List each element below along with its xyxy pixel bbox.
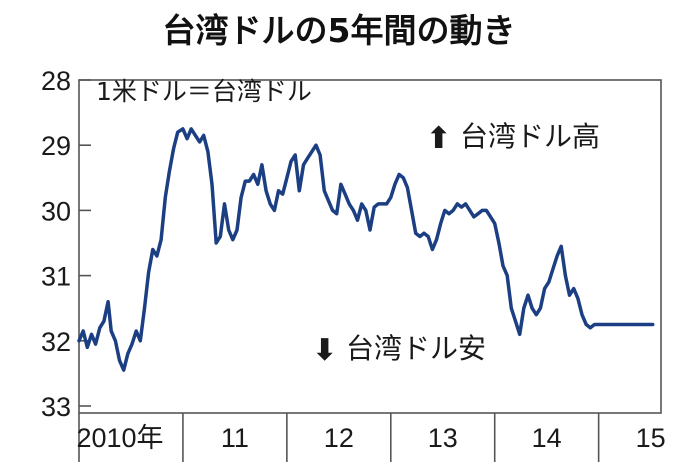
series-line <box>77 127 655 372</box>
x-tick-label: 15 <box>636 423 666 453</box>
y-tick-label: 31 <box>41 262 71 292</box>
x-tick-label: 12 <box>324 423 354 453</box>
x-tick-label: 11 <box>221 423 249 453</box>
y-tick-label: 32 <box>41 327 71 357</box>
y-tick-label: 29 <box>41 131 71 161</box>
x-tick-label: 2010年 <box>76 423 163 453</box>
plot-frame <box>78 79 662 414</box>
arrow-up-icon: ⬆ <box>426 121 451 156</box>
annotation-weak: 台湾ドル安 <box>346 332 486 365</box>
annotation-strong: 台湾ドル高 <box>460 120 600 153</box>
y-tick-label: 28 <box>41 66 71 96</box>
x-tick-label: 13 <box>428 423 458 453</box>
unit-note: 1米ドル＝台湾ドル <box>96 77 312 106</box>
y-tick-label: 30 <box>41 196 71 226</box>
y-tick-label: 33 <box>41 392 71 422</box>
chart-title: 台湾ドルの5年間の動き <box>163 11 516 50</box>
x-tick-label: 14 <box>532 423 562 453</box>
arrow-down-icon: ⬇ <box>312 333 337 368</box>
